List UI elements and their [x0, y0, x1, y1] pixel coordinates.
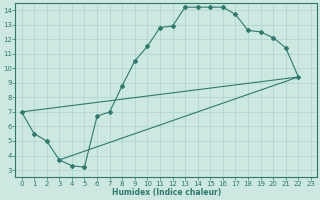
- X-axis label: Humidex (Indice chaleur): Humidex (Indice chaleur): [112, 188, 221, 197]
